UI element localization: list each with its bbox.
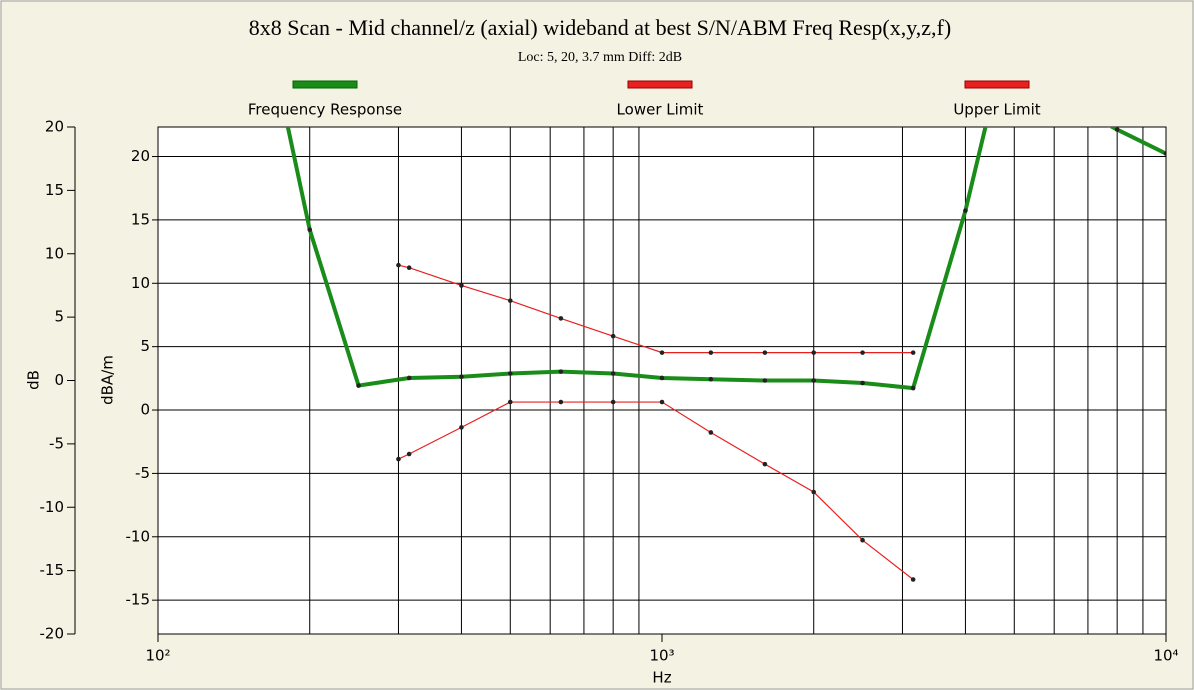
y-tick-label: -15 <box>40 561 65 579</box>
y-tick-label: 0 <box>54 371 64 389</box>
data-point <box>762 378 768 383</box>
data-point <box>659 375 665 381</box>
x-axis-label: Hz <box>652 669 671 687</box>
y-axis-label: dB <box>25 370 43 390</box>
y2-tick-label: 5 <box>140 337 150 355</box>
data-point <box>396 456 401 462</box>
x-tick-label: 10² <box>145 647 170 665</box>
y2-tick-label: -15 <box>126 591 151 609</box>
data-point <box>659 399 665 405</box>
chart-title: 8x8 Scan - Mid channel/z (axial) wideban… <box>249 15 951 40</box>
data-point <box>708 430 714 435</box>
x-tick-label: 10³ <box>649 647 674 665</box>
series-line <box>398 264 914 354</box>
data-point <box>811 489 817 495</box>
data-point <box>1114 127 1120 132</box>
y2-tick-label: 15 <box>131 210 150 228</box>
data-point <box>659 350 665 355</box>
y2-axis-label: dBA/m <box>99 355 117 405</box>
y2-tick-label: 20 <box>131 147 150 165</box>
data-point <box>811 378 817 383</box>
legend-label: Lower Limit <box>617 101 704 119</box>
y2-tick-label: -10 <box>126 527 151 545</box>
data-point <box>406 265 412 270</box>
data-point <box>708 376 714 382</box>
data-point <box>558 369 564 374</box>
data-point <box>1163 151 1166 156</box>
data-point <box>406 451 412 457</box>
data-point <box>610 371 616 376</box>
data-point <box>507 371 513 376</box>
y-tick-label: 20 <box>45 118 64 136</box>
legend-label: Frequency Response <box>248 101 402 119</box>
data-point <box>610 399 616 405</box>
plot-series <box>285 127 1166 582</box>
data-point <box>459 283 464 288</box>
data-point <box>811 350 817 355</box>
x-tick-label: 10⁴ <box>1153 647 1178 665</box>
legend-label: Upper Limit <box>953 101 1040 119</box>
data-point <box>558 316 564 321</box>
data-point <box>762 461 768 467</box>
data-point <box>610 333 616 339</box>
data-point <box>963 208 968 213</box>
y-tick-label: 15 <box>45 181 64 199</box>
y2-tick-label: -5 <box>135 464 150 482</box>
y-tick-label: -10 <box>40 498 65 516</box>
legend-swatch <box>964 80 1030 89</box>
data-point <box>459 374 464 379</box>
data-point <box>507 298 513 303</box>
y-tick-label: 5 <box>54 308 64 326</box>
data-point <box>356 383 361 388</box>
y2-tick-label: 0 <box>140 401 150 419</box>
chart-subtitle: Loc: 5, 20, 3.7 mm Diff: 2dB <box>518 50 682 65</box>
plot-area <box>157 126 1167 635</box>
data-point <box>708 350 714 355</box>
data-point <box>910 350 916 355</box>
legend-swatch <box>292 80 358 89</box>
data-point <box>406 375 412 381</box>
data-point <box>459 425 464 430</box>
y-tick-label: -20 <box>40 625 65 643</box>
y-tick-label: 10 <box>45 244 64 262</box>
series-line <box>398 401 914 580</box>
y-tick-label: -5 <box>49 434 64 452</box>
data-point <box>507 399 513 405</box>
data-point <box>860 380 865 386</box>
data-point <box>762 350 768 355</box>
data-point <box>910 577 916 582</box>
data-point <box>307 227 313 232</box>
legend-swatch <box>627 80 693 89</box>
y2-tick-label: 10 <box>131 274 150 292</box>
data-point <box>910 385 916 391</box>
data-point <box>860 537 865 543</box>
data-point <box>860 350 865 355</box>
data-point <box>396 262 401 268</box>
data-point <box>558 399 564 405</box>
